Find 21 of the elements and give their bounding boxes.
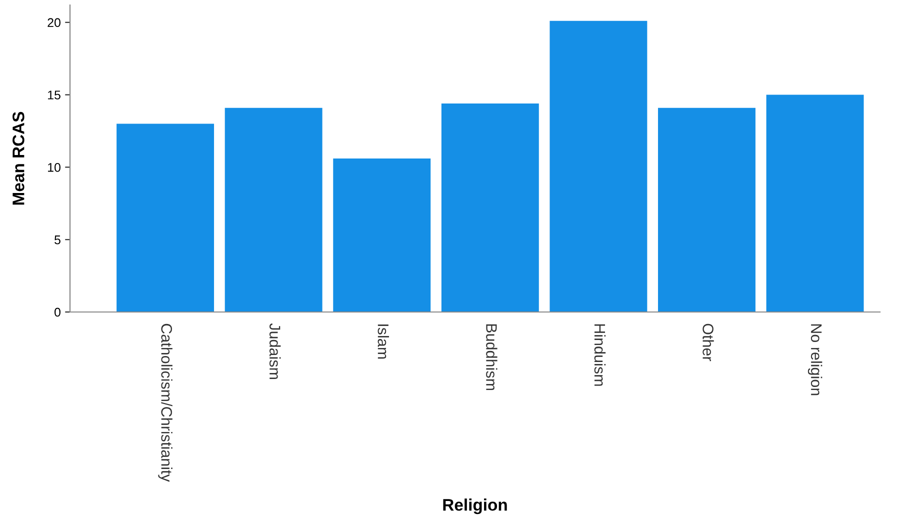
bar bbox=[658, 108, 756, 312]
y-tick-label: 20 bbox=[48, 18, 60, 28]
x-tick-label: Hinduism bbox=[594, 324, 606, 386]
bar bbox=[333, 158, 431, 312]
y-axis-title: Mean RCAS bbox=[12, 112, 24, 205]
bar bbox=[116, 124, 214, 312]
y-tick-label: 0 bbox=[54, 308, 60, 317]
x-tick-label: Islam bbox=[378, 324, 389, 359]
x-tick-label: No religion bbox=[808, 324, 822, 396]
bar bbox=[550, 20, 648, 312]
x-axis-title: Religion bbox=[443, 498, 507, 514]
y-tick-label: 5 bbox=[54, 236, 60, 244]
bar bbox=[766, 94, 864, 312]
bar bbox=[224, 108, 322, 312]
bar bbox=[441, 103, 539, 312]
x-tick-label: Catholicism/Christianity bbox=[158, 324, 172, 482]
y-tick-label: 15 bbox=[48, 90, 60, 100]
y-tick-label: 10 bbox=[48, 162, 60, 172]
x-tick-label: Judaism bbox=[269, 323, 281, 379]
x-tick-label: Other bbox=[702, 324, 714, 362]
x-tick-label: Buddhism bbox=[486, 324, 498, 390]
